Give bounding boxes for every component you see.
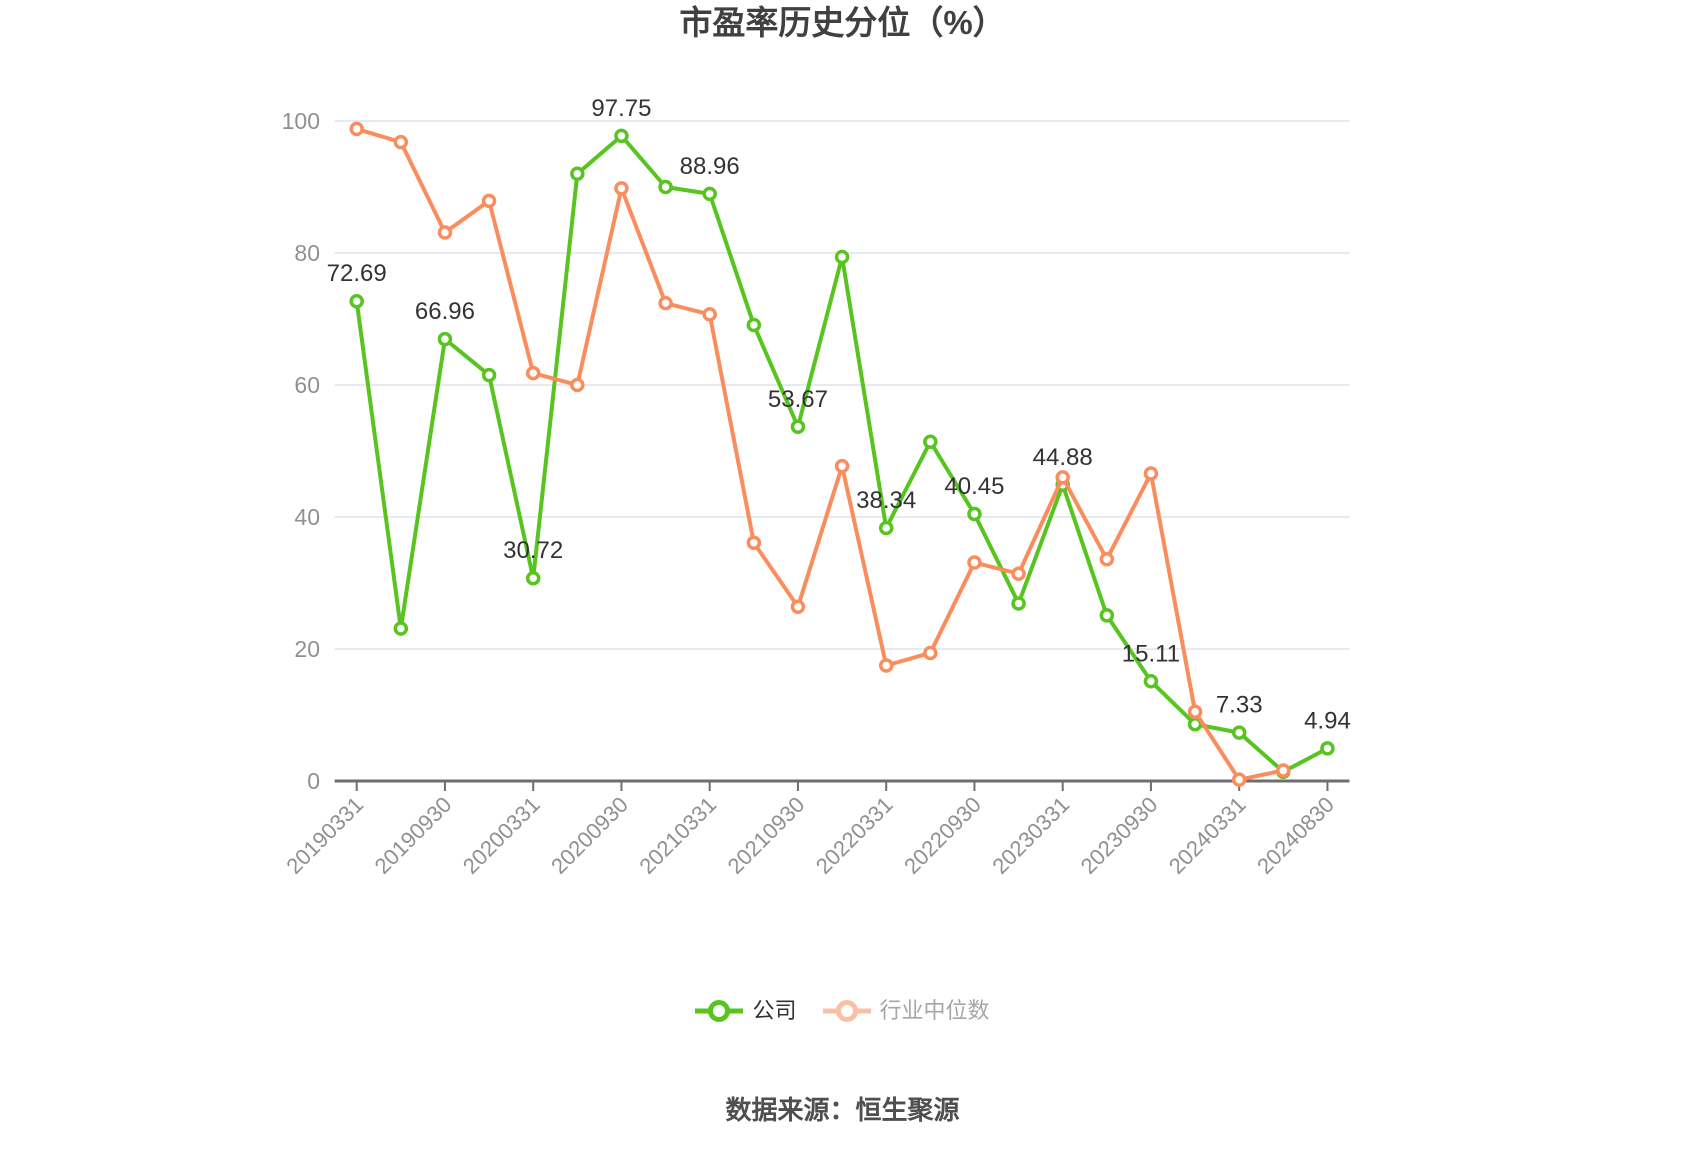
y-axis-label: 0 (307, 768, 320, 794)
data-point-industry-median[interactable] (437, 225, 453, 240)
series-line-industry-median[interactable] (356, 127, 1284, 782)
x-axis-label: 20230930 (1076, 792, 1163, 879)
data-point-company[interactable] (437, 331, 453, 347)
y-axis-label: 40 (294, 504, 320, 530)
data-point-industry-median[interactable] (702, 307, 717, 322)
y-axis-label: 60 (294, 372, 320, 398)
x-axis-label: 20230331 (987, 792, 1074, 879)
data-point-company[interactable] (570, 166, 585, 182)
data-point-label: 7.33 (1216, 692, 1263, 719)
data-point-company[interactable] (746, 317, 762, 333)
x-axis-label: 20220331 (811, 792, 898, 879)
legend-item-industry-median[interactable]: 行业中位数 (822, 996, 990, 1026)
x-axis-label: 20210930 (723, 792, 810, 879)
x-axis-label: 20190331 (281, 792, 368, 879)
data-source-note: 数据来源：恒生聚源 (725, 1095, 960, 1125)
data-point-industry-median[interactable] (878, 658, 894, 673)
data-point-company[interactable] (658, 179, 673, 195)
line-chart-plot[interactable]: 0 20 40 60 80 100 20190331 20190930 20200331 2020… (0, 0, 1700, 960)
data-point-label: 53.67 (768, 386, 828, 413)
data-point-company[interactable] (967, 506, 982, 522)
data-point-company[interactable] (702, 186, 717, 202)
data-point-industry-median[interactable] (1055, 470, 1070, 485)
data-point-label: 30.72 (503, 537, 563, 564)
data-point-company[interactable] (878, 520, 894, 536)
x-axis-label: 20190930 (370, 792, 457, 879)
x-axis-label: 20220930 (899, 792, 986, 879)
data-point-label: 38.34 (856, 487, 916, 514)
data-point-company[interactable] (790, 419, 806, 435)
data-point-label: 15.11 (1122, 640, 1180, 667)
data-point-industry-median[interactable] (481, 193, 497, 209)
data-point-label: 40.45 (944, 473, 1004, 500)
data-point-industry-median[interactable] (393, 134, 409, 150)
data-point-label: 4.94 (1304, 707, 1351, 734)
x-axis-label: 20210331 (634, 792, 721, 879)
legend-label-industry-median: 行业中位数 (879, 998, 990, 1023)
data-point-company[interactable] (349, 293, 364, 309)
data-point-label: 88.96 (680, 153, 740, 180)
y-axis-label: 80 (294, 240, 320, 266)
data-point-industry-median[interactable] (923, 645, 938, 661)
data-point-company[interactable] (1143, 674, 1159, 689)
legend-item-company[interactable]: 公司 (695, 996, 797, 1026)
x-axis-label: 20240830 (1252, 792, 1339, 879)
data-point-industry-median[interactable] (614, 181, 629, 196)
data-point-company[interactable] (1231, 725, 1247, 740)
data-point-industry-median[interactable] (746, 535, 762, 550)
data-point-company[interactable] (1320, 741, 1335, 756)
data-point-industry-median[interactable] (1099, 551, 1115, 567)
data-point-industry-median[interactable] (525, 365, 541, 381)
data-point-company[interactable] (1099, 608, 1115, 623)
data-point-industry-median[interactable] (1143, 466, 1159, 481)
data-point-industry-median[interactable] (349, 121, 364, 137)
x-axis-label: 20240331 (1164, 792, 1251, 879)
data-point-industry-median[interactable] (1187, 704, 1203, 719)
data-point-company[interactable] (834, 249, 850, 265)
data-point-industry-median[interactable] (1231, 772, 1247, 787)
data-point-company[interactable] (393, 621, 409, 636)
x-axis-label: 20200331 (458, 792, 545, 879)
data-point-industry-median[interactable] (967, 555, 982, 570)
chart-title: 市盈率历史分位（%） (679, 4, 1006, 41)
legend-label-company: 公司 (752, 998, 797, 1023)
data-point-industry-median[interactable] (834, 458, 850, 474)
data-point-company[interactable] (614, 128, 629, 144)
data-point-company[interactable] (1011, 596, 1026, 611)
legend-marker-industry-median (822, 1000, 871, 1022)
data-point-company[interactable] (525, 570, 541, 586)
data-point-company[interactable] (923, 434, 938, 450)
series-line-company[interactable] (354, 133, 1329, 774)
data-point-company[interactable] (481, 367, 497, 383)
chart-legend: 公司 行业中位数 (0, 996, 1685, 1026)
data-point-label: 44.88 (1033, 444, 1093, 471)
data-point-industry-median[interactable] (1276, 763, 1291, 778)
data-point-industry-median[interactable] (1011, 566, 1026, 582)
x-axis-label: 20200930 (546, 792, 633, 879)
y-axis-label: 100 (282, 108, 320, 134)
y-axis-label: 20 (294, 636, 320, 662)
data-point-label: 97.75 (591, 95, 651, 122)
data-point-industry-median[interactable] (790, 599, 806, 615)
data-point-industry-median[interactable] (570, 377, 585, 393)
data-point-label: 72.69 (327, 260, 387, 287)
data-point-industry-median[interactable] (658, 295, 673, 311)
legend-marker-company (695, 1000, 744, 1022)
data-point-label: 66.96 (415, 298, 475, 325)
